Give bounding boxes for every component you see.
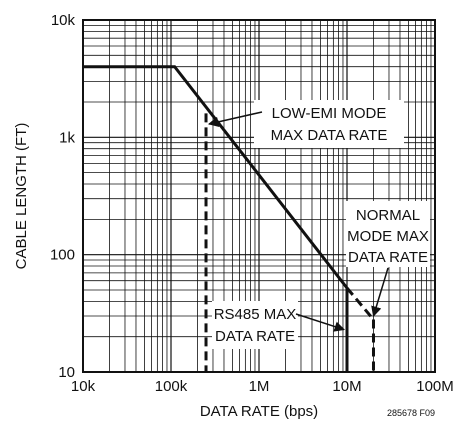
annotation-text: LOW-EMI MODE bbox=[272, 105, 387, 122]
annotation-arrow bbox=[295, 313, 345, 332]
plot-frame bbox=[82, 19, 436, 373]
y-tick-label: 100 bbox=[50, 247, 75, 264]
x-tick-label: 10k bbox=[71, 378, 96, 395]
annotation-text: MAX DATA RATE bbox=[271, 127, 388, 144]
y-tick-label: 10 bbox=[58, 364, 75, 381]
annotation-text: DATA RATE bbox=[215, 328, 295, 345]
annotation-arrow bbox=[371, 267, 389, 318]
annotation-background bbox=[346, 201, 430, 267]
x-tick-label: 10M bbox=[332, 378, 361, 395]
y-axis-label: CABLE LENGTH (FT) bbox=[13, 123, 30, 270]
x-tick-label: 1M bbox=[249, 378, 270, 395]
x-tick-label: 100M bbox=[416, 378, 454, 395]
annotation-arrow bbox=[207, 111, 263, 128]
y-tick-label: 1k bbox=[59, 129, 75, 146]
annotations: LOW-EMI MODE MAX DATA RATE NORMAL MODE MAX D… bbox=[207, 100, 430, 349]
x-tick-label: 100k bbox=[155, 378, 188, 395]
y-tick-label: 10k bbox=[51, 12, 76, 29]
annotation-text: MODE MAX bbox=[347, 228, 429, 245]
annotation-background bbox=[254, 100, 404, 148]
series-line-0 bbox=[83, 65, 349, 289]
annotation-text: RS485 MAX bbox=[214, 306, 297, 323]
x-axis-label: DATA RATE (bps) bbox=[200, 403, 318, 420]
annotation-background bbox=[212, 301, 298, 349]
series-group bbox=[83, 65, 375, 372]
figure-id: 285678 F09 bbox=[387, 408, 435, 418]
series-line-1 bbox=[345, 287, 375, 321]
annotation-text: DATA RATE bbox=[348, 249, 428, 266]
annotation-text: NORMAL bbox=[356, 207, 420, 224]
tick-labels: 10k 100k 1M 10M 100M 10 100 1k 10k bbox=[50, 12, 454, 395]
